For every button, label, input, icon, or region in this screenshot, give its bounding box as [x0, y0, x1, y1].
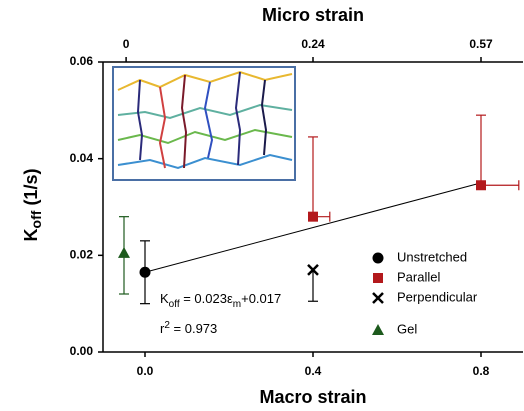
- x-tick-label: 0.8: [473, 364, 490, 378]
- legend-label: Perpendicular: [397, 289, 478, 304]
- top-tick-label: 0: [123, 37, 130, 51]
- eq-k: K: [160, 291, 169, 306]
- top-axis-title: Micro strain: [262, 5, 364, 25]
- top-tick-label: 0.57: [469, 37, 493, 51]
- y-tick-label: 0.04: [70, 151, 94, 165]
- legend-marker: [372, 292, 384, 304]
- point: [118, 246, 130, 258]
- eq-mid: = 0.023ε: [180, 291, 233, 306]
- y-tick-label: 0.00: [70, 344, 94, 358]
- y-axis-title-sub: off: [28, 210, 44, 228]
- point: [307, 263, 319, 276]
- y-tick-label: 0.02: [70, 248, 94, 262]
- inset-image: [112, 66, 296, 181]
- legend-marker: [372, 324, 384, 335]
- top-tick-label: 0.24: [301, 37, 325, 51]
- eq-end: +0.017: [241, 291, 281, 306]
- y-axis-title: Koff (1/s): [21, 169, 44, 242]
- x-tick-label: 0.4: [305, 364, 322, 378]
- eq-sub2: m: [233, 299, 241, 310]
- legend-label: Unstretched: [397, 249, 467, 264]
- point: [139, 266, 151, 278]
- y-axis-title-main: K: [21, 228, 41, 241]
- x-tick-label: 0.0: [137, 364, 154, 378]
- y-axis-title-rest: (1/s): [21, 169, 41, 211]
- r2-end: = 0.973: [170, 321, 217, 336]
- legend-marker: [373, 273, 383, 283]
- fit-line: [144, 182, 482, 273]
- r-squared: r2 = 0.973: [160, 320, 217, 337]
- x-axis-title: Macro strain: [259, 387, 366, 407]
- equation: Koff = 0.023εm+0.017: [160, 291, 281, 309]
- r2-sup: 2: [164, 320, 170, 331]
- point: [308, 211, 318, 222]
- r2-r: r: [160, 321, 165, 336]
- y-tick-label: 0.06: [70, 54, 94, 68]
- legend-label: Parallel: [397, 269, 440, 284]
- point: [476, 180, 486, 191]
- legend-label: Gel: [397, 321, 417, 336]
- eq-sub: off: [169, 299, 180, 310]
- legend-marker: [372, 252, 384, 264]
